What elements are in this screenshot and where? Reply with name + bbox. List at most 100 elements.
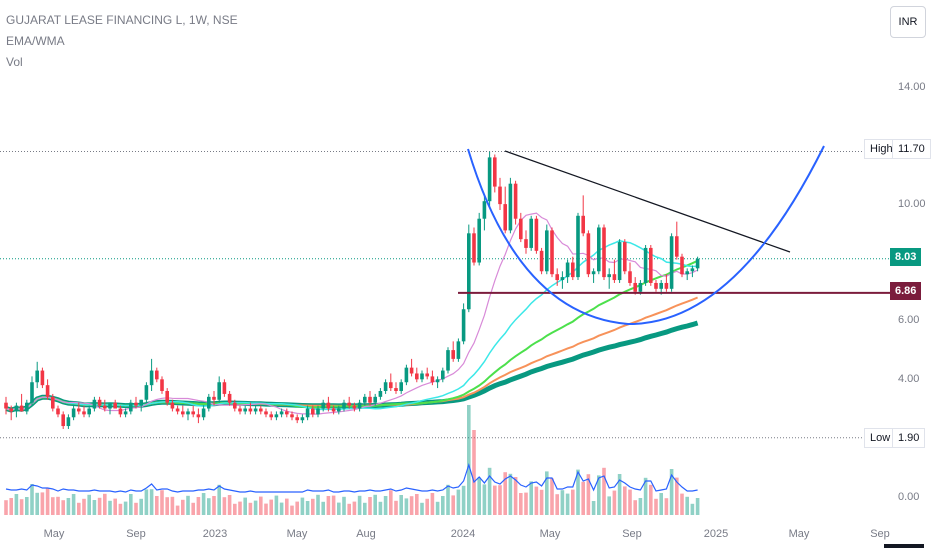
low-value: 1.90	[898, 432, 920, 444]
volume-bar	[248, 502, 253, 515]
volume-bar	[196, 497, 201, 515]
volume-bar	[139, 498, 143, 515]
volume-bar	[586, 474, 591, 515]
candle-body	[285, 411, 289, 415]
candle-body	[623, 242, 627, 272]
candle-body	[139, 399, 143, 406]
volume-bar	[664, 498, 669, 515]
volume-bar	[389, 490, 393, 515]
ma-line-violet	[5, 212, 698, 415]
chart-legend: GUJARAT LEASE FINANCING L, 1W, NSE EMA/W…	[6, 10, 238, 73]
volume-bar	[612, 490, 617, 515]
x-tick-label: 2025	[704, 528, 728, 540]
volume-bar	[695, 498, 700, 515]
volume-bar	[165, 497, 169, 515]
candle-body	[191, 411, 195, 415]
candle-body	[508, 183, 513, 231]
volume-bar	[77, 502, 81, 515]
symbol-title: GUJARAT LEASE FINANCING L, 1W, NSE	[6, 13, 238, 27]
volume-bar	[243, 497, 247, 515]
volume-bar	[519, 493, 523, 515]
candle-body	[295, 417, 299, 421]
candle-body	[279, 411, 284, 415]
volume-bar	[503, 472, 507, 515]
volume-bar	[233, 503, 237, 515]
candle-body	[441, 370, 445, 380]
volume-bar	[607, 496, 611, 515]
volume-bar	[186, 495, 190, 515]
volume-bar	[40, 492, 45, 515]
volume-bar	[472, 430, 476, 515]
currency-button[interactable]: INR	[890, 6, 926, 38]
volume-bar	[342, 496, 346, 515]
volume-bar	[617, 474, 622, 515]
volume-bar	[108, 500, 112, 515]
volume-bar	[576, 469, 580, 515]
x-tick-label: May	[789, 528, 810, 540]
volume-bar	[394, 500, 398, 515]
indicator-volume[interactable]: Vol	[6, 55, 23, 69]
candle-body	[399, 382, 403, 391]
volume-bar	[451, 495, 455, 515]
candle-body	[373, 396, 377, 403]
candle-body	[316, 408, 320, 415]
candle-body	[550, 230, 554, 275]
low-value-tag: 1.90	[892, 428, 926, 448]
volume-bar	[181, 499, 185, 515]
candle-body	[269, 414, 273, 418]
volume-bar	[103, 493, 107, 515]
candle-body	[565, 262, 570, 278]
x-tick-label: Aug	[356, 528, 376, 540]
volume-bar	[560, 490, 565, 515]
candle-body	[680, 256, 684, 275]
volume-bar	[482, 484, 487, 515]
candle-body	[675, 236, 679, 257]
candle-body	[14, 405, 19, 412]
volume-bar	[66, 498, 71, 515]
candle-body	[602, 227, 606, 278]
indicator-ema-wma[interactable]: EMA/WMA	[6, 34, 65, 48]
volume-bar	[597, 475, 601, 515]
volume-bar	[383, 496, 388, 515]
candle-body	[305, 408, 310, 418]
x-tick-label: Sep	[622, 528, 642, 540]
candle-body	[201, 408, 206, 418]
volume-bar	[144, 489, 149, 515]
candle-body	[451, 350, 455, 359]
candle-body	[300, 417, 305, 421]
y-tick-label: 0.00	[898, 491, 919, 503]
volume-bar	[326, 496, 331, 515]
x-tick-label: May	[287, 528, 308, 540]
candle-body	[612, 274, 617, 281]
candle-body	[654, 282, 658, 289]
volume-bar	[4, 500, 8, 515]
candle-body	[368, 396, 372, 403]
volume-bar	[311, 498, 315, 515]
candle-body	[66, 417, 71, 427]
candle-body	[409, 367, 414, 374]
volume-bar	[134, 502, 138, 515]
volume-bar	[467, 405, 471, 515]
x-tick-label: 2023	[203, 528, 227, 540]
candle-body	[113, 402, 117, 409]
candle-body	[175, 408, 180, 412]
candle-body	[259, 408, 263, 412]
volume-bar	[508, 473, 513, 515]
candle-body	[4, 402, 8, 409]
candle-body	[160, 379, 164, 391]
candle-body	[170, 402, 175, 409]
volume-bar	[305, 501, 310, 515]
high-value: 11.70	[898, 143, 925, 155]
volume-bar	[212, 496, 216, 515]
candle-body	[519, 218, 523, 240]
volume-bar	[461, 485, 466, 515]
volume-bar	[493, 485, 497, 515]
candle-body	[97, 399, 102, 406]
volume-bar	[87, 494, 91, 515]
candle-body	[649, 247, 653, 283]
volume-bar	[581, 481, 585, 515]
candle-body	[217, 382, 221, 400]
volume-bar	[654, 498, 658, 515]
candle-body	[571, 262, 575, 278]
